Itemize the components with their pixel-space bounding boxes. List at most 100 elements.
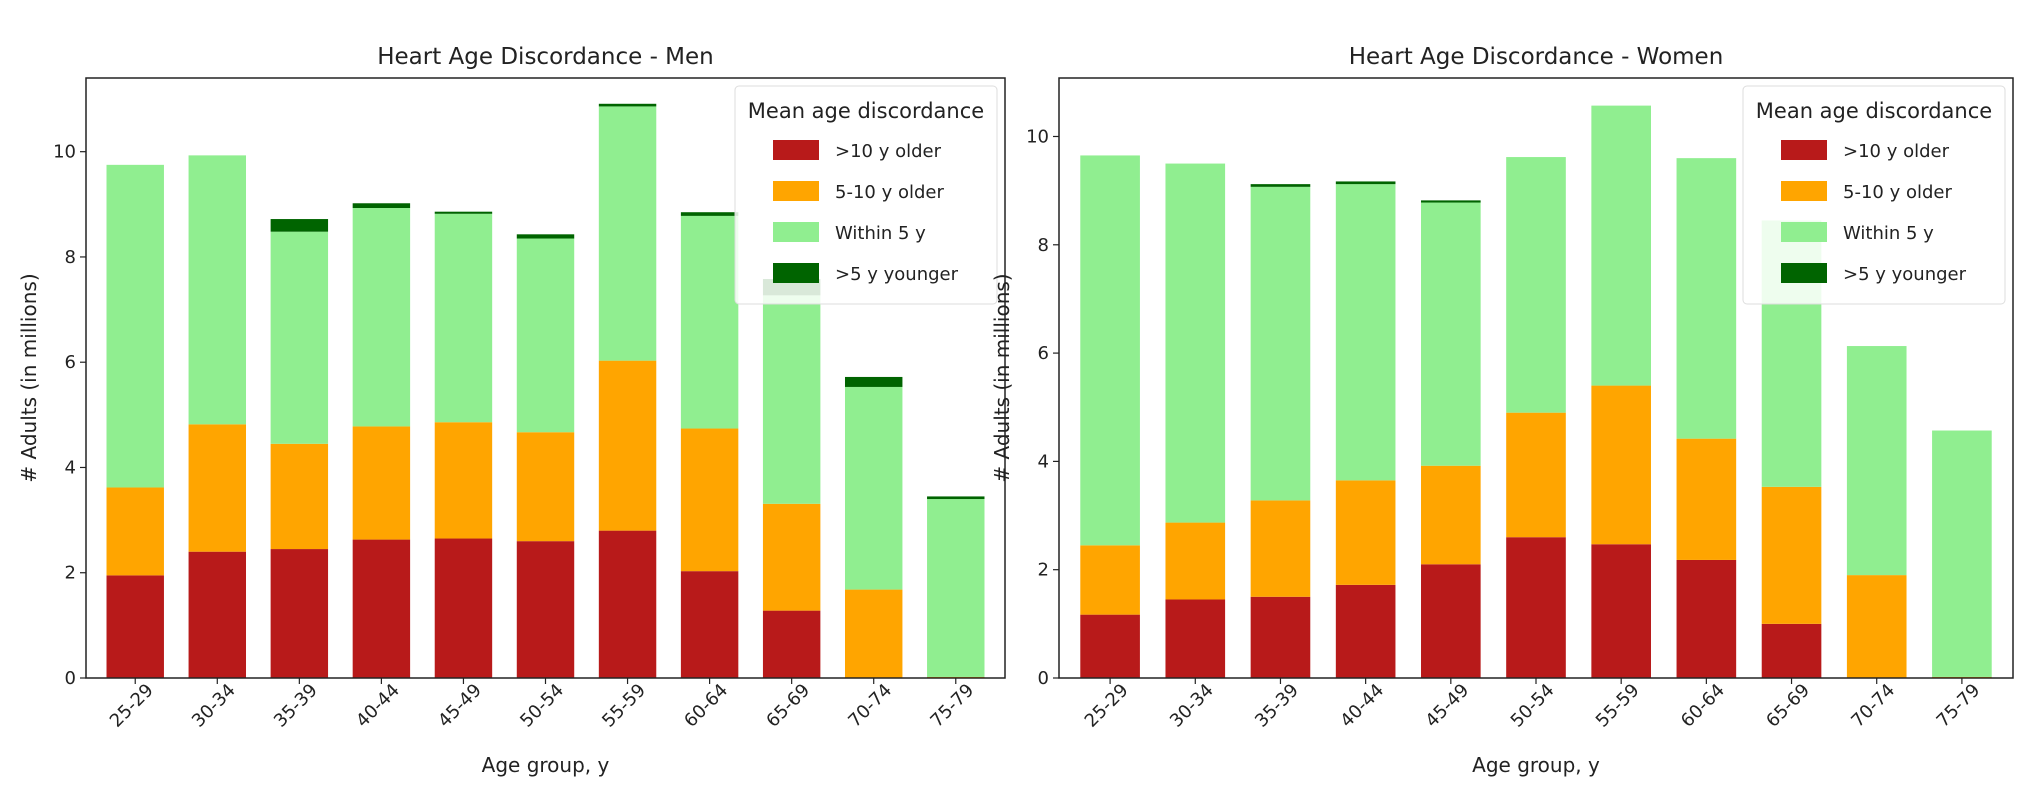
- x-tick-label: 60-64: [1677, 680, 1729, 732]
- bar-segment: [598, 360, 657, 531]
- y-tick-label: 4: [1038, 451, 1049, 472]
- x-tick-label: 40-44: [1336, 680, 1388, 732]
- chart-title: Heart Age Discordance - Men: [377, 44, 714, 70]
- legend-label: >5 y younger: [835, 264, 959, 285]
- x-tick-label: 45-49: [1421, 680, 1473, 732]
- bar-segment: [680, 215, 739, 429]
- y-tick-label: 8: [65, 247, 76, 268]
- legend-swatch: [773, 263, 819, 283]
- bar-segment: [1506, 157, 1566, 413]
- bar-segment: [1250, 184, 1311, 187]
- bar-segment: [188, 155, 247, 425]
- bar-segment: [270, 231, 329, 444]
- bar-segment: [1335, 584, 1396, 678]
- bar-segment: [927, 499, 985, 677]
- bar-segment: [434, 213, 493, 423]
- bar-segment: [1506, 412, 1566, 538]
- bar-segment: [1335, 181, 1396, 185]
- bar-segment: [352, 208, 411, 427]
- x-tick-label: 55-59: [598, 680, 650, 732]
- bar-segment: [762, 610, 821, 678]
- bar-segment: [927, 496, 985, 500]
- bar-segment: [680, 571, 739, 678]
- x-tick-label: 60-64: [680, 680, 732, 732]
- y-axis-label: # Adults (in millions): [17, 273, 41, 482]
- legend-swatch: [773, 140, 819, 160]
- legend-swatch: [1781, 181, 1827, 201]
- bar-segment: [1250, 500, 1311, 597]
- bar-segment: [352, 203, 411, 208]
- legend-title: Mean age discordance: [1756, 99, 1992, 123]
- y-tick-label: 10: [1026, 126, 1049, 147]
- x-tick-label: 70-74: [1847, 680, 1899, 732]
- bar-segment: [1080, 545, 1140, 615]
- chart-title: Heart Age Discordance - Women: [1349, 44, 1724, 70]
- bar-segment: [1761, 623, 1822, 678]
- legend-label: >5 y younger: [1843, 264, 1967, 285]
- bar-segment: [1165, 163, 1226, 523]
- bar-segment: [1506, 537, 1566, 678]
- x-tick-label: 75-79: [1933, 680, 1985, 732]
- y-tick-label: 8: [1038, 235, 1049, 256]
- bar-segment: [516, 238, 575, 433]
- x-tick-label: 35-39: [270, 680, 322, 732]
- x-tick-label: 40-44: [352, 680, 404, 732]
- bar-segment: [598, 103, 657, 107]
- x-tick-label: 65-69: [762, 680, 814, 732]
- legend-title: Mean age discordance: [748, 99, 984, 123]
- chart-men: 25-29 30-34 35-39 40-44 45-49 50-54 55-59 60-64…: [17, 44, 1006, 777]
- x-tick-label: 50-54: [1507, 680, 1559, 732]
- legend-swatch: [773, 222, 819, 242]
- legend-swatch: [1781, 263, 1827, 283]
- bar-segment: [1676, 158, 1737, 439]
- legend: Mean age discordance >10 y older 5-10 y ol…: [1742, 85, 2006, 305]
- x-axis-label: Age group, y: [1472, 753, 1600, 777]
- bar-segment: [844, 386, 903, 590]
- y-tick-label: 6: [65, 352, 76, 373]
- bar-segment: [434, 211, 493, 214]
- x-tick-label: 50-54: [516, 680, 568, 732]
- x-tick-label: 65-69: [1762, 680, 1814, 732]
- bar-segment: [106, 164, 164, 488]
- bar-segment: [680, 428, 739, 572]
- bar-segment: [1932, 430, 1992, 677]
- y-tick-label: 6: [1038, 343, 1049, 364]
- y-axis-label: # Adults (in millions): [990, 273, 1014, 482]
- bar-segment: [1676, 559, 1737, 678]
- legend-label: Within 5 y: [835, 223, 926, 244]
- bar-segment: [762, 295, 821, 504]
- bar-segment: [1335, 184, 1396, 481]
- bar-segment: [680, 212, 739, 216]
- bar-segment: [270, 219, 329, 232]
- bar-segment: [1421, 564, 1481, 678]
- legend-label: >10 y older: [835, 141, 942, 162]
- legend-label: 5-10 y older: [1843, 182, 1952, 203]
- bar-segment: [1591, 544, 1651, 678]
- legend-swatch: [773, 181, 819, 201]
- bar-segment: [516, 541, 575, 678]
- bar-segment: [106, 487, 164, 576]
- bar-segment: [598, 530, 657, 678]
- bar-segment: [106, 575, 164, 678]
- bar-segment: [1421, 200, 1481, 203]
- axes-frame: [1058, 77, 2014, 679]
- x-tick-label: 45-49: [434, 680, 486, 732]
- bar-segment: [434, 422, 493, 539]
- bar-segment: [516, 234, 575, 239]
- y-tick-label: 0: [1038, 668, 1049, 689]
- legend-swatch: [1781, 140, 1827, 160]
- x-tick-label: 30-34: [1166, 680, 1218, 732]
- x-tick-label: 25-29: [106, 680, 158, 732]
- bar-segment: [270, 443, 329, 550]
- x-tick-label: 75-79: [926, 680, 978, 732]
- bar-segment: [762, 503, 821, 611]
- bar-segment: [1591, 105, 1651, 386]
- axes-frame: [85, 77, 1006, 679]
- bar-segment: [188, 424, 247, 552]
- bar-segment: [1761, 486, 1822, 624]
- x-tick-label: 30-34: [188, 680, 240, 732]
- bar-segment: [270, 549, 329, 678]
- x-tick-label: 55-59: [1592, 680, 1644, 732]
- legend: Mean age discordance >10 y older 5-10 y ol…: [734, 85, 998, 305]
- bar-segment: [1080, 614, 1140, 678]
